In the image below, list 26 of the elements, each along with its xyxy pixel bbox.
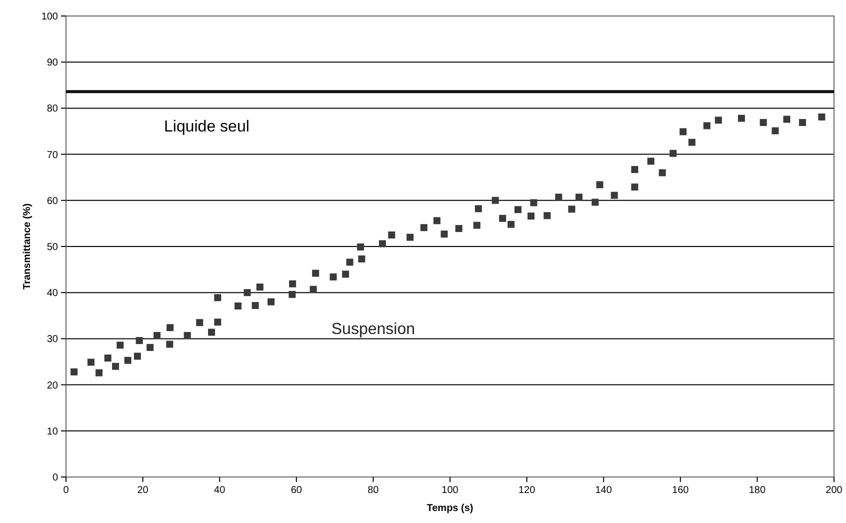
x-tick-label: 120 <box>518 485 536 496</box>
x-tick-label: 40 <box>214 485 226 496</box>
y-tick-label: 30 <box>46 334 58 346</box>
y-tick-label: 80 <box>46 104 58 115</box>
y-tick-label: 10 <box>46 426 58 438</box>
y-tick-label: 90 <box>46 58 58 69</box>
x-tick-label: 20 <box>137 485 149 496</box>
y-tick-label: 70 <box>46 150 58 161</box>
y-tick-label: 60 <box>46 196 58 207</box>
y-tick-label: 50 <box>46 242 58 253</box>
x-tick-label: 200 <box>826 485 843 496</box>
ref-line-label: Liquide seul <box>164 118 250 136</box>
x-tick-label: 80 <box>368 485 380 496</box>
x-tick-label: 60 <box>290 485 302 496</box>
x-tick-label: 100 <box>442 485 459 496</box>
y-tick-label: 20 <box>46 380 58 392</box>
series-label: Suspension <box>331 321 416 338</box>
x-tick-label: 160 <box>672 485 690 496</box>
x-axis-title: Temps (s) <box>426 503 474 514</box>
y-tick-label: 0 <box>52 472 58 484</box>
y-tick-label: 40 <box>46 288 58 300</box>
y-axis-title: Transmittance (%) <box>22 203 33 290</box>
y-tick-label: 100 <box>41 12 58 22</box>
x-tick-label: 0 <box>63 485 70 496</box>
x-tick-label: 180 <box>748 485 766 496</box>
x-tick-label: 140 <box>595 485 612 496</box>
